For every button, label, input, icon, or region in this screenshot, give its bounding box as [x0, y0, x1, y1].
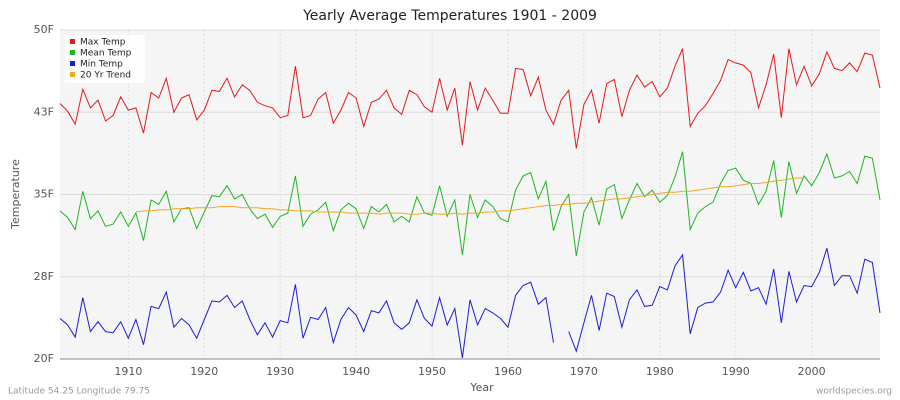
series-line — [59, 48, 881, 149]
x-tick-label: 2000 — [798, 365, 826, 378]
legend-swatch — [70, 50, 75, 55]
x-axis-label: Year — [469, 381, 494, 394]
y-axis-label: Temperature — [9, 159, 22, 230]
legend-label: Max Temp — [80, 38, 126, 48]
footer-left: Latitude 54.25 Longitude 79.75 — [8, 387, 150, 397]
x-tick-label: 1940 — [342, 365, 370, 378]
x-tick-label: 1920 — [190, 365, 218, 378]
series-line — [59, 151, 881, 256]
footer-right: worldspecies.org — [816, 387, 892, 397]
x-tick-label: 1980 — [646, 365, 674, 378]
series-line — [135, 177, 805, 215]
x-tick-label: 1990 — [722, 365, 750, 378]
x-tick-label: 1910 — [114, 365, 142, 378]
x-tick-label: 1950 — [418, 365, 446, 378]
x-tick-label: 1930 — [266, 365, 294, 378]
x-tick-label: 1960 — [494, 365, 522, 378]
legend-label: Mean Temp — [80, 49, 132, 59]
chart-title: Yearly Average Temperatures 1901 - 2009 — [302, 8, 597, 24]
legend-label: Min Temp — [80, 60, 123, 70]
legend-swatch — [70, 72, 75, 77]
y-tick-label: 20F — [34, 352, 54, 365]
legend-box — [65, 35, 145, 83]
legend-swatch — [70, 39, 75, 44]
series-line — [59, 248, 881, 358]
x-tick-label: 1970 — [570, 365, 598, 378]
legend-swatch — [70, 61, 75, 66]
y-tick-label: 28F — [34, 270, 54, 283]
y-tick-label: 43F — [34, 105, 54, 118]
y-tick-label: 35F — [34, 188, 54, 201]
y-tick-label: 50F — [34, 23, 54, 36]
legend-label: 20 Yr Trend — [80, 71, 131, 81]
